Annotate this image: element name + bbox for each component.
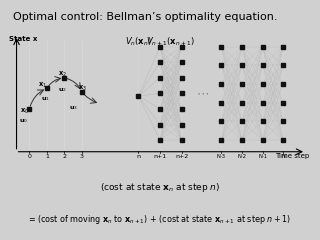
Text: n: n	[137, 154, 140, 159]
Text: 2: 2	[62, 154, 67, 159]
Text: $\mathbf{u}_0$: $\mathbf{u}_0$	[19, 117, 28, 125]
Text: 0: 0	[28, 154, 31, 159]
Text: 1: 1	[45, 154, 49, 159]
Text: (cost at state $\mathbf{x}_n$ at step $n$): (cost at state $\mathbf{x}_n$ at step $n…	[100, 181, 220, 194]
Text: = (cost of moving $\mathbf{x}_n$ to $\mathbf{x}_{n+1}$) + (cost at state $\mathb: = (cost of moving $\mathbf{x}_n$ to $\ma…	[28, 213, 292, 226]
Text: 3: 3	[80, 154, 84, 159]
Text: $\mathbf{x}_1$: $\mathbf{x}_1$	[38, 81, 47, 90]
Text: $\mathbf{u}_3$: $\mathbf{u}_3$	[69, 104, 78, 112]
Text: $V_n(\mathbf{x}_n)$: $V_n(\mathbf{x}_n)$	[125, 36, 152, 48]
Text: N: N	[281, 154, 285, 159]
Text: n+1: n+1	[153, 154, 167, 159]
Text: N-3: N-3	[217, 154, 226, 159]
Text: $\mathbf{u}_2$: $\mathbf{u}_2$	[58, 86, 67, 94]
Text: $\mathbf{u}_1$: $\mathbf{u}_1$	[41, 95, 50, 102]
Text: Optimal control: Bellman’s optimality equation.: Optimal control: Bellman’s optimality eq…	[12, 12, 277, 22]
Text: ⋯: ⋯	[197, 87, 209, 100]
Text: $\mathbf{x}_0$: $\mathbf{x}_0$	[20, 107, 29, 116]
Text: N-2: N-2	[237, 154, 247, 159]
Text: $\mathbf{x}_3$: $\mathbf{x}_3$	[78, 84, 87, 93]
Text: n+2: n+2	[175, 154, 188, 159]
Text: N-1: N-1	[258, 154, 267, 159]
Text: Time step: Time step	[275, 153, 309, 159]
Text: $V_{n+1}(\mathbf{x}_{n+1})$: $V_{n+1}(\mathbf{x}_{n+1})$	[146, 36, 195, 48]
Text: State x: State x	[10, 36, 38, 42]
Text: $\mathbf{x}_2$: $\mathbf{x}_2$	[58, 69, 67, 78]
